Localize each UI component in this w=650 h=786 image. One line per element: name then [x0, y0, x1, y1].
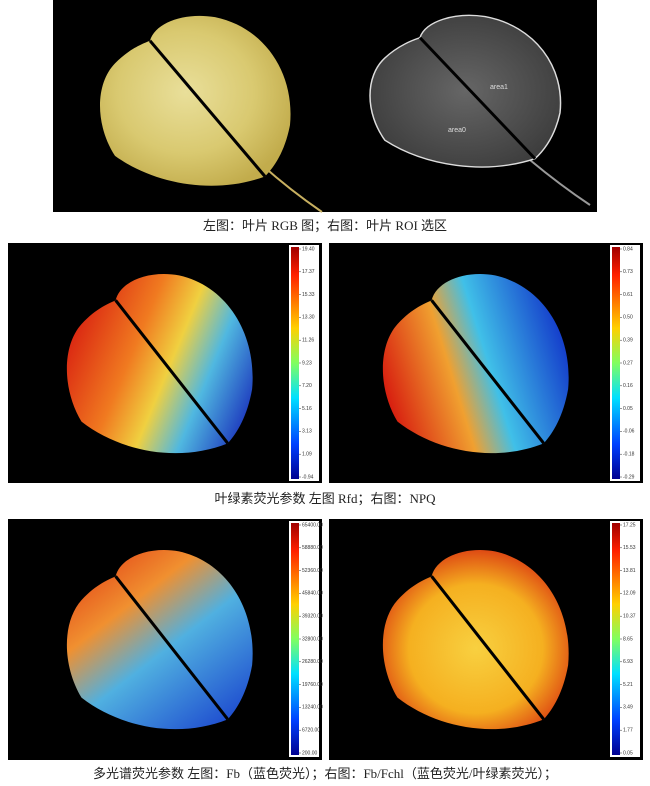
colorbar-label: 8.65 [623, 636, 633, 642]
colorbar-label: 0.16 [623, 383, 633, 389]
colorbar-label: 26280.00 [302, 659, 323, 665]
caption: 多光谱荧光参数 左图：Fb（蓝色荧光）；右图：Fb/Fchl（蓝色荧光/叶绿素荧… [93, 766, 557, 782]
colorbar-label: 13240.00 [302, 705, 323, 711]
colorbar-label: 19760.00 [302, 682, 323, 688]
colorbar-label: 200.00 [302, 750, 318, 756]
colorbar-label: 0.73 [623, 269, 633, 275]
colorbar-label: 3.49 [623, 705, 633, 711]
colorbar-label: 39320.00 [302, 614, 323, 620]
colorbar [612, 247, 620, 479]
colorbar-label: 65400.00 [302, 522, 323, 528]
colorbar-label: -0.29 [623, 474, 635, 480]
colorbar-label: 0.05 [623, 750, 633, 756]
colorbar-label: 0.39 [623, 338, 633, 344]
colorbar-label: 13.30 [302, 315, 315, 321]
colorbar-label: 15.33 [302, 292, 315, 298]
colorbar-label: 11.26 [302, 338, 314, 344]
colorbar-label: 9.23 [302, 360, 312, 366]
colorbar-label: 5.16 [302, 406, 312, 412]
colorbar-label: 0.50 [623, 315, 633, 321]
colorbar-label: 19.40 [302, 246, 315, 252]
colorbar [612, 523, 620, 755]
colorbar-label: -0.94 [302, 474, 314, 480]
colorbar-label: 5.21 [623, 682, 633, 688]
colorbar-label: 1.77 [623, 728, 633, 734]
colorbar-label: 12.09 [623, 591, 636, 597]
colorbar [291, 523, 299, 755]
colorbar-label: 6720.00 [302, 728, 320, 734]
colorbar-label: 1.09 [302, 452, 312, 458]
colorbar-label: 3.13 [302, 429, 312, 435]
colorbar-label: 0.27 [623, 360, 633, 366]
colorbar-label: 0.84 [623, 246, 633, 252]
colorbar-label: 0.05 [623, 406, 633, 412]
colorbar [291, 247, 299, 479]
colorbar-label: 0.61 [623, 292, 633, 298]
colorbar-label: 10.37 [623, 614, 636, 620]
colorbar-label: 7.20 [302, 383, 312, 389]
area-label: area1 [490, 84, 508, 91]
colorbar-label: 15.53 [623, 545, 636, 551]
colorbar-label: 17.25 [623, 522, 636, 528]
colorbar-label: 13.81 [623, 568, 636, 574]
colorbar-label: -0.18 [623, 452, 635, 458]
area-label: area0 [448, 127, 466, 134]
colorbar-label: 45840.00 [302, 591, 323, 597]
colorbar-label: 58880.00 [302, 545, 323, 551]
colorbar-label: 52360.00 [302, 568, 323, 574]
colorbar-label: 32800.00 [302, 636, 323, 642]
caption: 左图：叶片 RGB 图；右图：叶片 ROI 选区 [203, 218, 447, 234]
colorbar-label: -0.06 [623, 429, 635, 435]
colorbar-label: 6.93 [623, 659, 633, 665]
colorbar-label: 17.37 [302, 269, 315, 275]
caption: 叶绿素荧光参数 左图 Rfd；右图：NPQ [214, 491, 436, 507]
stem [529, 159, 591, 206]
